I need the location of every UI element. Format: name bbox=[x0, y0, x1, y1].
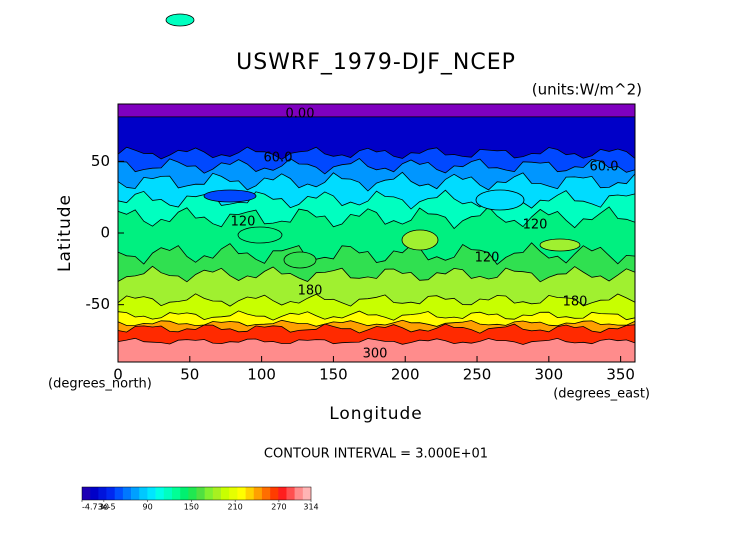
colorbar-swatch bbox=[114, 487, 124, 500]
colorbar-swatch bbox=[98, 487, 107, 500]
colorbar-label: 150 bbox=[184, 503, 199, 512]
contour-label: 180 bbox=[298, 284, 323, 299]
x-tick-label: 200 bbox=[391, 366, 420, 384]
chart-title: USWRF_1979-DJF_NCEP bbox=[236, 50, 516, 75]
colorbar-swatch bbox=[106, 487, 116, 500]
contour-label: 60.0 bbox=[264, 151, 293, 166]
contour-patch bbox=[401, 229, 439, 251]
colorbar-swatch bbox=[229, 487, 238, 500]
colorbar-label: 210 bbox=[228, 503, 243, 512]
colorbar-swatch bbox=[196, 487, 205, 500]
colorbar-swatch bbox=[270, 487, 279, 500]
colorbar-swatch bbox=[155, 487, 165, 500]
colorbar-swatch bbox=[171, 487, 181, 500]
colorbar-label: 30 bbox=[99, 503, 109, 512]
colorbar-swatch bbox=[90, 487, 99, 500]
y-axis-label: Latitude bbox=[55, 194, 75, 272]
colorbar-label: -4.73e-5 bbox=[82, 503, 116, 512]
contour-patch bbox=[283, 251, 317, 269]
x-tick-label: 350 bbox=[606, 366, 635, 384]
contour-patch bbox=[475, 189, 525, 211]
y-tick-label: 0 bbox=[100, 224, 110, 242]
colorbar-swatch bbox=[204, 487, 214, 500]
y-unit-label: (degrees_north) bbox=[48, 377, 152, 392]
contour-patch bbox=[237, 226, 283, 244]
contour-label: 120 bbox=[475, 251, 500, 266]
contour-patch bbox=[165, 13, 195, 27]
contour-label: 300 bbox=[363, 347, 388, 362]
colorbar-swatch bbox=[294, 487, 304, 500]
contour-band bbox=[117, 337, 636, 363]
colorbar-label: 90 bbox=[143, 503, 153, 512]
colorbar-swatch bbox=[245, 487, 255, 500]
contour-label: 60.0 bbox=[590, 160, 619, 175]
y-tick-label: 50 bbox=[91, 152, 110, 170]
colorbar-label: 270 bbox=[271, 503, 286, 512]
colorbar-swatch bbox=[237, 487, 246, 500]
colorbar-swatch bbox=[122, 487, 132, 500]
x-tick-label: 150 bbox=[319, 366, 348, 384]
colorbar-swatch bbox=[163, 487, 173, 500]
contour-field bbox=[117, 13, 636, 363]
colorbar-frame bbox=[81, 486, 312, 501]
colorbar-swatch bbox=[302, 487, 312, 500]
colorbar-swatch bbox=[188, 487, 197, 500]
x-unit-label: (degrees_east) bbox=[553, 387, 650, 402]
colorbar-swatch bbox=[212, 487, 222, 500]
contour-patch bbox=[203, 189, 257, 203]
footer-note: CONTOUR INTERVAL = 3.000E+01 bbox=[264, 447, 488, 462]
colorbar-swatch bbox=[286, 487, 295, 500]
contour-label: 0.00 bbox=[286, 107, 315, 122]
contour-label: 120 bbox=[523, 218, 548, 233]
x-tick-label: 100 bbox=[247, 366, 276, 384]
colorbar-swatch bbox=[253, 487, 263, 500]
x-tick-label: 300 bbox=[535, 366, 564, 384]
x-tick-label: 0 bbox=[113, 366, 123, 384]
contour-label: 180 bbox=[563, 295, 588, 310]
colorbar-swatch bbox=[180, 487, 189, 500]
colorbar-swatch bbox=[82, 487, 91, 500]
colorbar-swatch bbox=[131, 487, 140, 500]
colorbar-swatch bbox=[139, 487, 148, 500]
y-tick-label: -50 bbox=[86, 295, 111, 313]
x-tick-label: 50 bbox=[180, 366, 199, 384]
contour-patch bbox=[539, 238, 581, 252]
contour-label: 120 bbox=[231, 215, 256, 230]
units-label: (units:W/m^2) bbox=[532, 81, 642, 99]
x-axis-label: Longitude bbox=[329, 404, 423, 424]
colorbar-swatch bbox=[147, 487, 156, 500]
colorbar-swatch bbox=[221, 487, 230, 500]
x-tick-label: 250 bbox=[463, 366, 492, 384]
colorbar-label: 314 bbox=[303, 503, 318, 512]
colorbar-swatch bbox=[261, 487, 271, 500]
colorbar-swatch bbox=[278, 487, 287, 500]
